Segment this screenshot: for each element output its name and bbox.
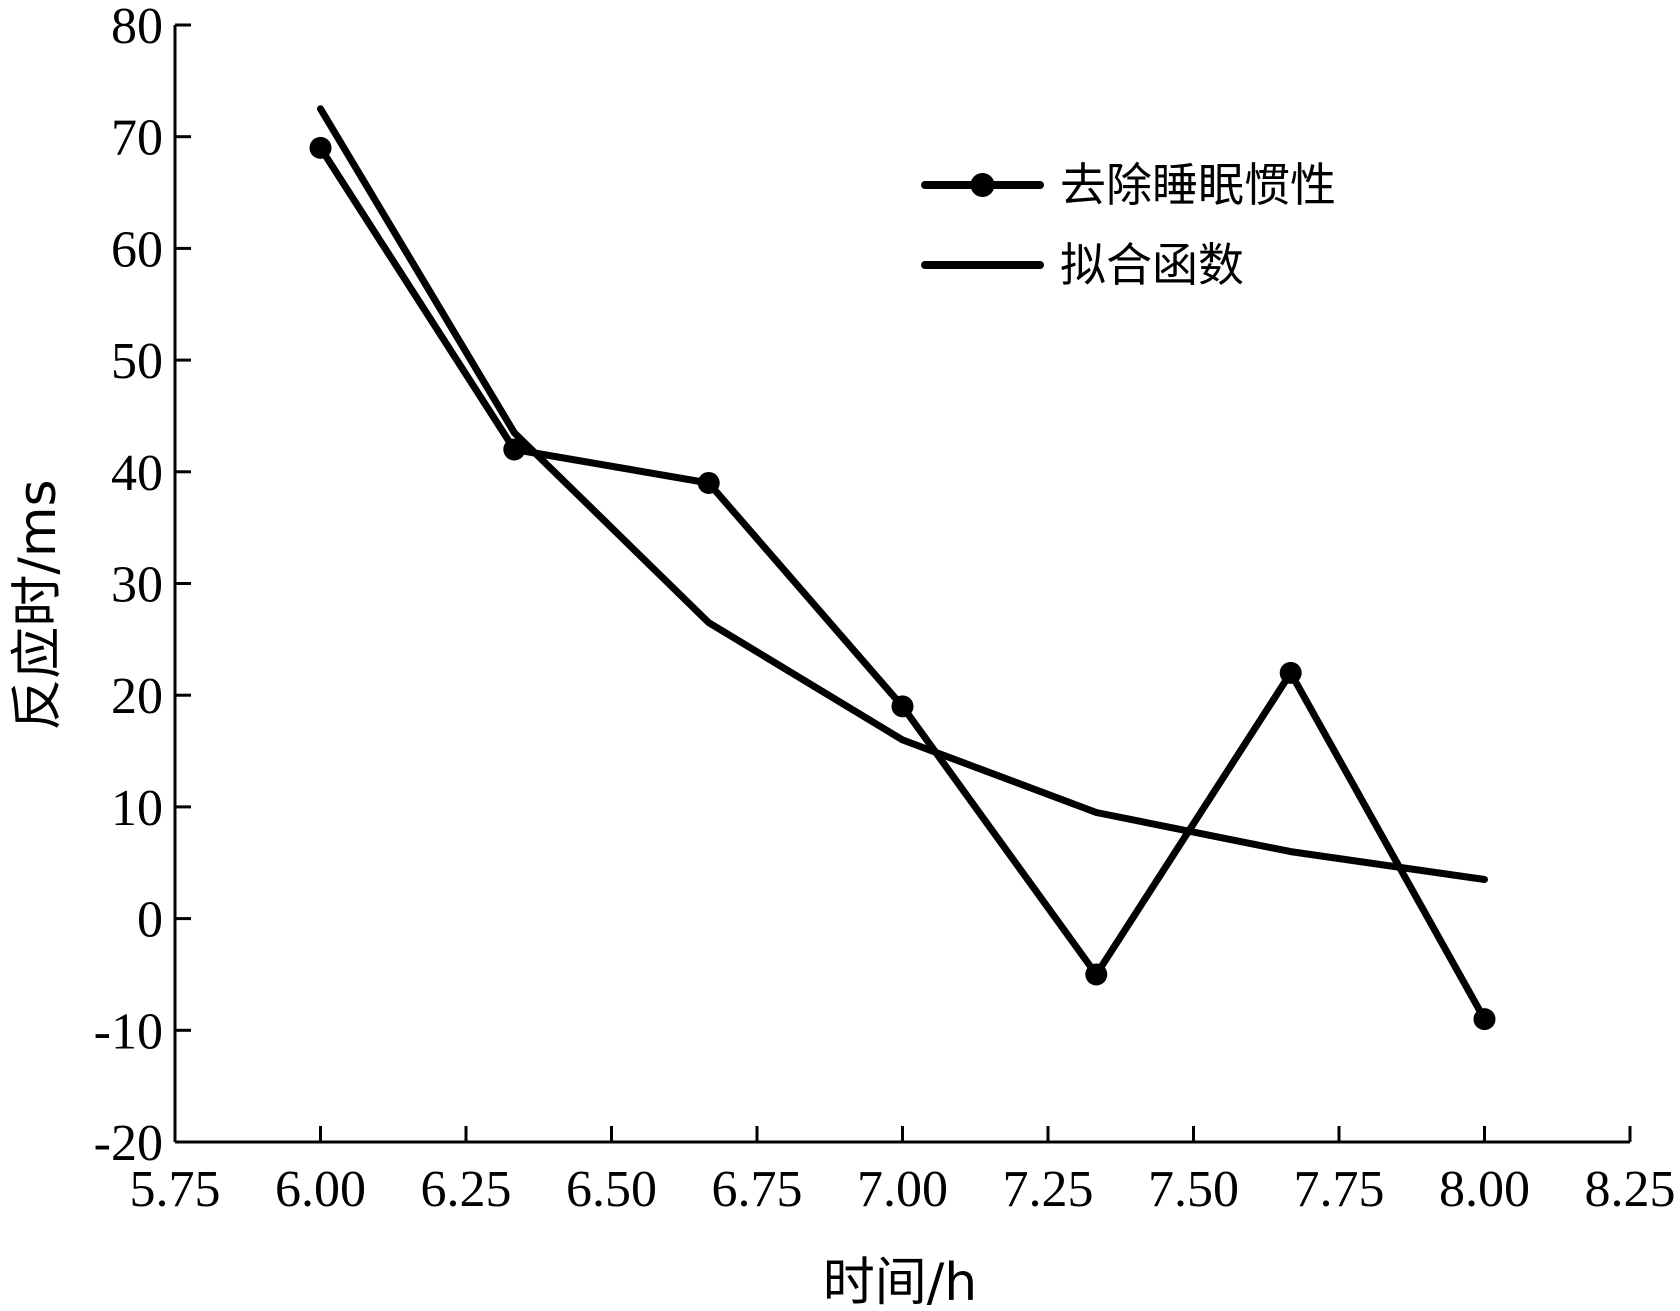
y-tick-label: -20 (94, 1115, 163, 1172)
legend-swatch-marker (970, 173, 995, 197)
x-ticks: 5.75 6.00 6.25 6.50 6.75 7.00 7.25 7.50 7.75 8.00… (130, 1126, 1676, 1218)
data-point (891, 695, 914, 718)
data-point (503, 438, 526, 461)
data-point (1473, 1008, 1496, 1031)
x-tick-label: 8.25 (1585, 1161, 1676, 1218)
data-point (1085, 963, 1108, 986)
x-tick-label: 6.75 (712, 1161, 803, 1218)
data-point (697, 471, 720, 494)
y-tick-label: 80 (111, 0, 163, 55)
x-tick-label: 7.25 (1003, 1161, 1094, 1218)
x-tick-label: 6.00 (275, 1161, 366, 1218)
y-tick-label: -10 (94, 1003, 163, 1060)
x-tick-label: 7.75 (1294, 1161, 1385, 1218)
x-axis-title: 时间/h (823, 1253, 977, 1311)
y-tick-label: 0 (137, 892, 163, 949)
y-tick-label: 60 (111, 221, 163, 278)
y-tick-label: 40 (111, 445, 163, 502)
x-tick-label: 7.00 (857, 1161, 948, 1218)
series-line-1 (317, 105, 1488, 883)
x-tick-label: 6.50 (566, 1161, 657, 1218)
legend-label: 拟合函数 (1060, 238, 1244, 292)
y-ticks: 80 70 60 50 40 30 20 10 0 -10 -20 (94, 0, 191, 1172)
x-tick-label: 8.00 (1439, 1161, 1530, 1218)
y-tick-label: 10 (111, 780, 163, 837)
x-tick-label: 6.25 (421, 1161, 512, 1218)
y-tick-label: 50 (111, 333, 163, 390)
legend-label: 去除睡眠惯性 (1060, 158, 1336, 212)
y-tick-label: 20 (111, 668, 163, 725)
x-tick-label: 7.50 (1148, 1161, 1239, 1218)
y-axis-title: 反应时/ms (8, 479, 68, 730)
series-line-0 (317, 144, 1488, 1023)
x-tick-label: 5.75 (130, 1161, 221, 1218)
data-point (309, 136, 332, 159)
y-tick-label: 70 (111, 110, 163, 167)
plot-lines (309, 105, 1496, 1031)
data-point (1279, 661, 1302, 684)
axes (173, 25, 1630, 1144)
y-tick-label: 30 (111, 557, 163, 614)
